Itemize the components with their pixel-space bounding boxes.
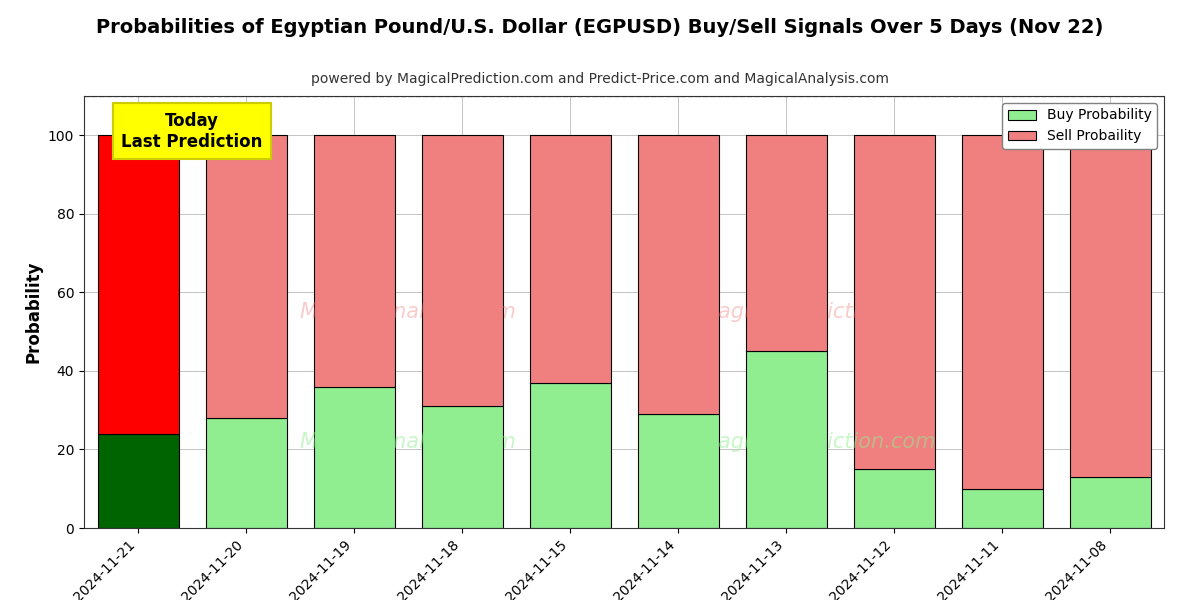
Bar: [745, 135, 827, 351]
Bar: [853, 135, 935, 469]
Bar: [421, 135, 503, 406]
Bar: [421, 406, 503, 528]
Bar: [313, 386, 395, 528]
Bar: [313, 135, 395, 386]
Text: powered by MagicalPrediction.com and Predict-Price.com and MagicalAnalysis.com: powered by MagicalPrediction.com and Pre…: [311, 72, 889, 86]
Legend: Buy Probability, Sell Probaility: Buy Probability, Sell Probaility: [1002, 103, 1157, 149]
Bar: [529, 135, 611, 383]
Y-axis label: Probability: Probability: [24, 261, 42, 363]
Bar: [529, 383, 611, 528]
Text: Probabilities of Egyptian Pound/U.S. Dollar (EGPUSD) Buy/Sell Signals Over 5 Day: Probabilities of Egyptian Pound/U.S. Dol…: [96, 18, 1104, 37]
Bar: [97, 434, 179, 528]
Bar: [205, 418, 287, 528]
Text: MagicalPrediction.com: MagicalPrediction.com: [701, 302, 936, 322]
Bar: [97, 135, 179, 434]
Text: MagicalPrediction.com: MagicalPrediction.com: [701, 431, 936, 452]
Bar: [205, 135, 287, 418]
Bar: [637, 135, 719, 414]
Bar: [637, 414, 719, 528]
Bar: [853, 469, 935, 528]
Text: MagicalAnalysis.com: MagicalAnalysis.com: [300, 431, 516, 452]
Bar: [1069, 477, 1151, 528]
Text: Today
Last Prediction: Today Last Prediction: [121, 112, 263, 151]
Bar: [961, 489, 1043, 528]
Bar: [961, 135, 1043, 489]
Bar: [1069, 135, 1151, 477]
Text: MagicalAnalysis.com: MagicalAnalysis.com: [300, 302, 516, 322]
Bar: [745, 351, 827, 528]
